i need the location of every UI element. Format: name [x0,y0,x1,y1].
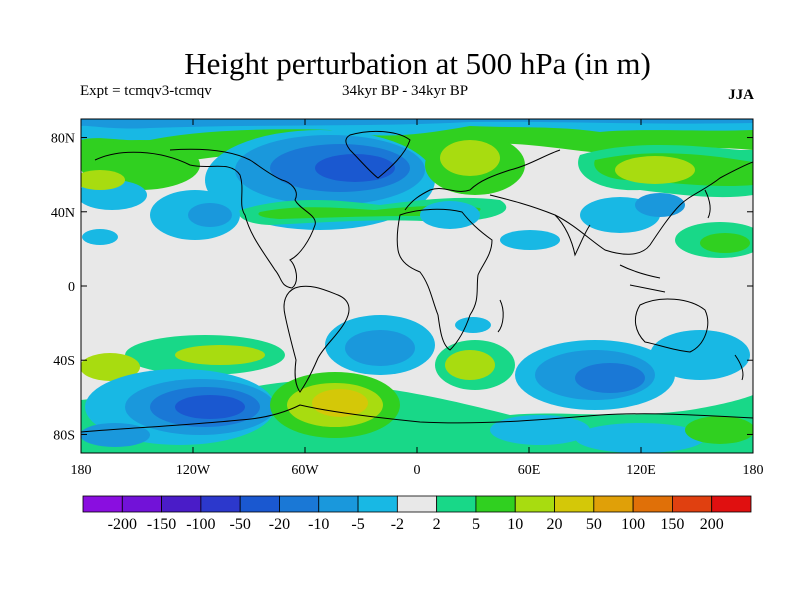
colorbar-label: -150 [147,516,176,533]
longitude-axis: 180 120W 60W 0 60E 120E 180 [71,119,764,478]
field-region [81,423,150,447]
field-region [315,154,395,182]
field-region [445,350,495,380]
field-region [575,423,705,453]
coastline-greenland [345,130,411,179]
colorbar-label: 20 [547,516,563,533]
colorbar-label: 2 [433,516,441,533]
colorbar-swatch [121,495,162,513]
colorbar-swatch [554,495,595,513]
colorbar-label: 150 [660,516,684,533]
coastline-indonesia [619,264,666,293]
season-label: JJA [728,87,754,103]
field-region [575,363,645,393]
field-region [500,230,560,250]
field-region [81,170,125,190]
coastline-asia [489,161,753,255]
colorbar-swatch [672,495,713,513]
coastline-africa [396,208,493,351]
field-region [490,415,590,445]
coastline-europe [404,149,561,211]
lat-tick-label: 0 [68,280,75,295]
field-region [82,229,118,245]
lon-tick-label: 120E [626,463,656,478]
coastline-india [554,214,591,257]
colorbar-swatch [279,495,320,513]
colorbar-label: 10 [507,516,523,533]
coastline-japan [704,189,711,219]
colorbar-swatch [161,495,202,513]
colorbar-swatch [82,495,123,513]
coastline-new-zealand [734,354,744,381]
coastline-antarctica [81,404,753,433]
colorbar-label: -50 [230,516,251,533]
colorbar-label: -10 [308,516,329,533]
lat-tick-label: 80S [53,428,75,443]
colorbar-swatch [593,495,634,513]
field-region [81,119,753,172]
colorbar-label: -5 [351,516,364,533]
lon-tick-label: 180 [71,463,92,478]
colorbar-swatch [200,495,241,513]
field-region [635,193,685,217]
field-region [175,345,265,365]
field-region [420,201,480,229]
coastline-south-america [283,285,350,393]
field-region [700,233,750,253]
colorbar-swatch [396,495,438,513]
colorbar-label: 50 [586,516,602,533]
colorbar-swatch [475,495,516,513]
colorbar-swatch [632,495,673,513]
experiment-label: Expt = tcmqv3-tcmqv [80,83,212,99]
latitude-axis: 80N 40N 0 40S 80S [51,132,753,443]
field-region [440,140,500,176]
coastline-madagascar [497,299,504,333]
colorbar-swatch [318,495,359,513]
lon-tick-label: 180 [743,463,764,478]
colorbar-swatch [514,495,555,513]
lat-tick-label: 80N [51,132,75,147]
field-region [615,156,695,184]
field-region [455,317,491,333]
lat-tick-label: 40N [51,206,75,221]
period-label: 34kyr BP - 34kyr BP [342,83,469,99]
field-region [345,330,415,366]
lon-tick-label: 0 [414,463,421,478]
colorbar-label: 5 [472,516,480,533]
lon-tick-label: 120W [176,463,211,478]
colorbar-label: -100 [186,516,215,533]
colorbar-label: 200 [700,516,724,533]
colorbar-label: -2 [391,516,404,533]
field-region [175,395,245,419]
colorbar: -200 -150 -100 -50 -20 -10 -5 -2 2 5 10 20 50 100 150 2… [82,495,752,533]
colorbar-swatch [357,495,398,513]
colorbar-swatch [239,495,280,513]
coastline-australia [634,298,709,353]
colorbar-label: 100 [621,516,645,533]
colorbar-label: -200 [108,516,137,533]
lon-tick-label: 60E [518,463,541,478]
coastline-north-america [94,148,316,289]
coastlines [81,130,753,433]
lat-tick-label: 40S [53,354,75,369]
field-region [650,330,750,380]
field-region [685,416,753,444]
colorbar-swatch [711,495,752,513]
field-region [81,353,140,381]
field-region [188,203,232,227]
chart-title: Height perturbation at 500 hPa (in m) [184,46,651,81]
contour-field [81,119,753,453]
colorbar-swatch [436,495,477,513]
colorbar-label: -20 [269,516,290,533]
lon-tick-label: 60W [291,463,319,478]
